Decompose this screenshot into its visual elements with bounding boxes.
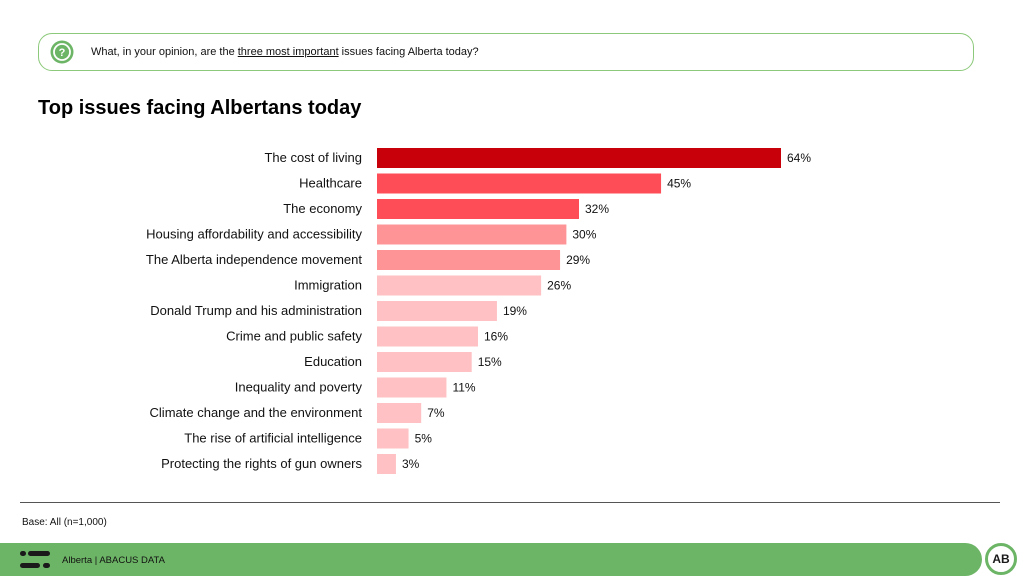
value-label: 7% bbox=[427, 406, 445, 420]
bar-chart: The cost of living 64% Healthcare 45% The ec… bbox=[146, 148, 811, 474]
question-prefix: What, in your opinion, are the bbox=[91, 46, 238, 58]
question-icon: ? bbox=[50, 40, 74, 64]
footer-text: Alberta | ABACUS DATA bbox=[62, 555, 165, 566]
value-label: 26% bbox=[547, 279, 571, 293]
bar bbox=[377, 377, 447, 398]
value-label: 3% bbox=[402, 457, 420, 471]
value-label: 15% bbox=[478, 355, 502, 369]
value-label: 45% bbox=[667, 177, 691, 191]
abacus-logo-icon bbox=[20, 551, 50, 568]
value-label: 5% bbox=[415, 432, 433, 446]
value-label: 29% bbox=[566, 253, 590, 267]
question-suffix: issues facing Alberta today? bbox=[338, 46, 479, 58]
question-text: What, in your opinion, are the three mos… bbox=[91, 46, 479, 58]
bar bbox=[377, 428, 409, 449]
category-label: Housing affordability and accessibility bbox=[146, 227, 362, 242]
question-emphasis: three most important bbox=[237, 46, 339, 58]
question-banner: ? What, in your opinion, are the three m… bbox=[38, 33, 974, 71]
category-label: Protecting the rights of gun owners bbox=[161, 456, 362, 471]
category-label: Climate change and the environment bbox=[150, 405, 363, 420]
category-label: Donald Trump and his administration bbox=[150, 303, 362, 318]
bar bbox=[377, 199, 579, 219]
bar bbox=[377, 454, 396, 474]
value-label: 64% bbox=[787, 151, 811, 165]
category-label: The cost of living bbox=[264, 150, 362, 165]
category-label: Crime and public safety bbox=[226, 329, 362, 344]
bar bbox=[377, 148, 781, 168]
ab-badge: AB bbox=[985, 543, 1017, 575]
bar bbox=[377, 224, 567, 245]
category-label: Education bbox=[304, 354, 362, 369]
divider bbox=[20, 502, 1000, 503]
value-label: 30% bbox=[572, 228, 596, 242]
bar bbox=[377, 250, 561, 270]
footer-bar: Alberta | ABACUS DATA bbox=[0, 543, 982, 576]
category-label: Healthcare bbox=[299, 176, 362, 191]
category-label: The economy bbox=[283, 201, 362, 216]
bar bbox=[377, 301, 497, 321]
category-label: Immigration bbox=[294, 278, 362, 293]
bar bbox=[377, 352, 472, 372]
bar bbox=[377, 326, 478, 347]
value-label: 16% bbox=[484, 330, 508, 344]
base-note: Base: All (n=1,000) bbox=[22, 517, 107, 528]
bar bbox=[377, 173, 662, 194]
value-label: 11% bbox=[452, 381, 475, 395]
category-label: The Alberta independence movement bbox=[146, 252, 362, 267]
bar bbox=[377, 275, 542, 296]
category-label: The rise of artificial intelligence bbox=[184, 431, 362, 446]
svg-text:?: ? bbox=[59, 47, 66, 59]
value-label: 19% bbox=[503, 304, 527, 318]
value-label: 32% bbox=[585, 202, 609, 216]
category-label: Inequality and poverty bbox=[235, 380, 363, 395]
bar bbox=[377, 403, 422, 423]
chart-title: Top issues facing Albertans today bbox=[38, 97, 362, 119]
